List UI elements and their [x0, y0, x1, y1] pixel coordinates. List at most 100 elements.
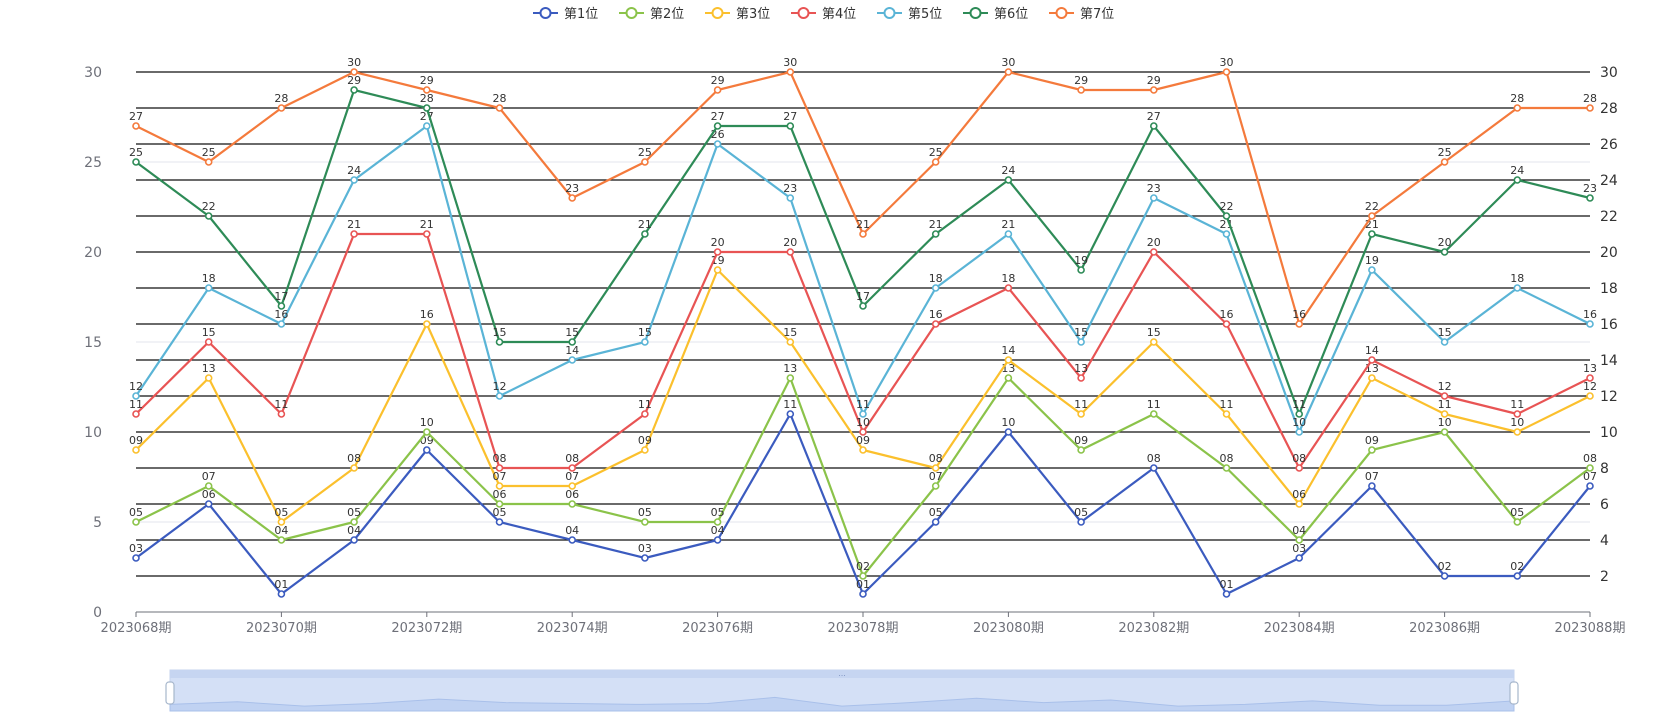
data-point[interactable]: [1004, 230, 1013, 238]
data-point[interactable]: [204, 212, 213, 220]
data-point[interactable]: [859, 590, 867, 598]
data-point[interactable]: [422, 320, 431, 328]
legend-item[interactable]: 第5位: [877, 7, 942, 22]
data-point[interactable]: [495, 500, 504, 508]
data-point[interactable]: [1368, 356, 1376, 364]
data-point[interactable]: [1368, 230, 1376, 238]
data-point[interactable]: [1222, 68, 1231, 76]
data-point[interactable]: [1513, 104, 1522, 112]
data-point[interactable]: [1368, 482, 1376, 490]
data-point[interactable]: [713, 248, 722, 256]
data-point[interactable]: [422, 428, 431, 436]
data-point[interactable]: [1586, 374, 1594, 382]
data-point[interactable]: [1440, 392, 1449, 400]
data-point[interactable]: [641, 158, 649, 166]
data-point[interactable]: [1586, 482, 1594, 490]
data-point[interactable]: [1150, 464, 1158, 472]
data-point[interactable]: [277, 590, 286, 598]
data-point[interactable]: [1004, 356, 1013, 364]
data-point[interactable]: [1295, 320, 1303, 328]
data-point[interactable]: [1513, 428, 1522, 436]
data-point[interactable]: [1586, 104, 1594, 112]
data-point[interactable]: [1222, 212, 1231, 220]
data-point[interactable]: [132, 518, 140, 526]
data-point[interactable]: [350, 464, 358, 472]
data-point[interactable]: [495, 464, 504, 472]
data-point[interactable]: [713, 122, 722, 130]
data-point[interactable]: [1222, 320, 1231, 328]
legend-item[interactable]: 第2位: [619, 7, 684, 22]
data-point[interactable]: [350, 230, 358, 238]
data-point[interactable]: [1586, 464, 1594, 472]
data-point[interactable]: [568, 356, 577, 364]
legend-item[interactable]: 第6位: [963, 7, 1028, 22]
data-point[interactable]: [1077, 338, 1085, 346]
data-point[interactable]: [1368, 212, 1376, 220]
data-point[interactable]: [495, 392, 504, 400]
data-point[interactable]: [1150, 86, 1158, 94]
data-point[interactable]: [713, 140, 722, 148]
data-point[interactable]: [1295, 410, 1303, 418]
data-point[interactable]: [786, 338, 795, 346]
zoom-move-bar[interactable]: [170, 670, 1514, 678]
data-point[interactable]: [641, 410, 649, 418]
data-point[interactable]: [132, 158, 140, 166]
data-point[interactable]: [859, 302, 867, 310]
data-point[interactable]: [568, 500, 577, 508]
data-point[interactable]: [204, 158, 213, 166]
data-point[interactable]: [277, 104, 286, 112]
data-point[interactable]: [1368, 446, 1376, 454]
data-point[interactable]: [495, 482, 504, 490]
data-point[interactable]: [641, 446, 649, 454]
data-point[interactable]: [641, 518, 649, 526]
data-point[interactable]: [568, 338, 577, 346]
data-point[interactable]: [1077, 86, 1085, 94]
data-point[interactable]: [786, 374, 795, 382]
data-point[interactable]: [1586, 392, 1594, 400]
zoom-handle-left[interactable]: [165, 681, 175, 705]
data-point[interactable]: [1222, 590, 1231, 598]
data-point[interactable]: [1077, 266, 1085, 274]
data-point[interactable]: [931, 320, 940, 328]
data-point[interactable]: [350, 176, 358, 184]
data-point[interactable]: [1368, 374, 1376, 382]
data-point[interactable]: [1440, 410, 1449, 418]
data-point[interactable]: [931, 482, 940, 490]
data-point[interactable]: [1150, 410, 1158, 418]
data-point[interactable]: [132, 392, 140, 400]
data-point[interactable]: [132, 446, 140, 454]
data-point[interactable]: [1004, 428, 1013, 436]
data-point[interactable]: [859, 410, 867, 418]
data-point[interactable]: [1150, 338, 1158, 346]
data-point[interactable]: [859, 446, 867, 454]
data-point[interactable]: [422, 230, 431, 238]
data-point[interactable]: [204, 338, 213, 346]
data-point[interactable]: [204, 284, 213, 292]
data-point[interactable]: [1440, 158, 1449, 166]
data-point[interactable]: [277, 320, 286, 328]
data-point[interactable]: [1368, 266, 1376, 274]
data-point[interactable]: [786, 122, 795, 130]
data-point[interactable]: [786, 68, 795, 76]
data-point[interactable]: [1004, 68, 1013, 76]
data-point[interactable]: [277, 518, 286, 526]
data-point[interactable]: [931, 518, 940, 526]
legend-item[interactable]: 第4位: [791, 7, 856, 22]
legend-item[interactable]: 第3位: [705, 7, 770, 22]
data-point[interactable]: [422, 122, 431, 130]
data-point[interactable]: [204, 482, 213, 490]
data-point[interactable]: [495, 104, 504, 112]
data-point[interactable]: [1440, 248, 1449, 256]
data-point[interactable]: [422, 104, 431, 112]
data-point[interactable]: [1586, 320, 1594, 328]
data-point[interactable]: [931, 158, 940, 166]
data-point[interactable]: [1295, 536, 1303, 544]
data-point[interactable]: [132, 410, 140, 418]
data-point[interactable]: [1222, 464, 1231, 472]
data-point[interactable]: [1004, 284, 1013, 292]
data-point[interactable]: [641, 554, 649, 562]
data-point[interactable]: [568, 536, 577, 544]
data-point[interactable]: [859, 572, 867, 580]
data-point[interactable]: [1077, 410, 1085, 418]
data-point[interactable]: [1004, 374, 1013, 382]
